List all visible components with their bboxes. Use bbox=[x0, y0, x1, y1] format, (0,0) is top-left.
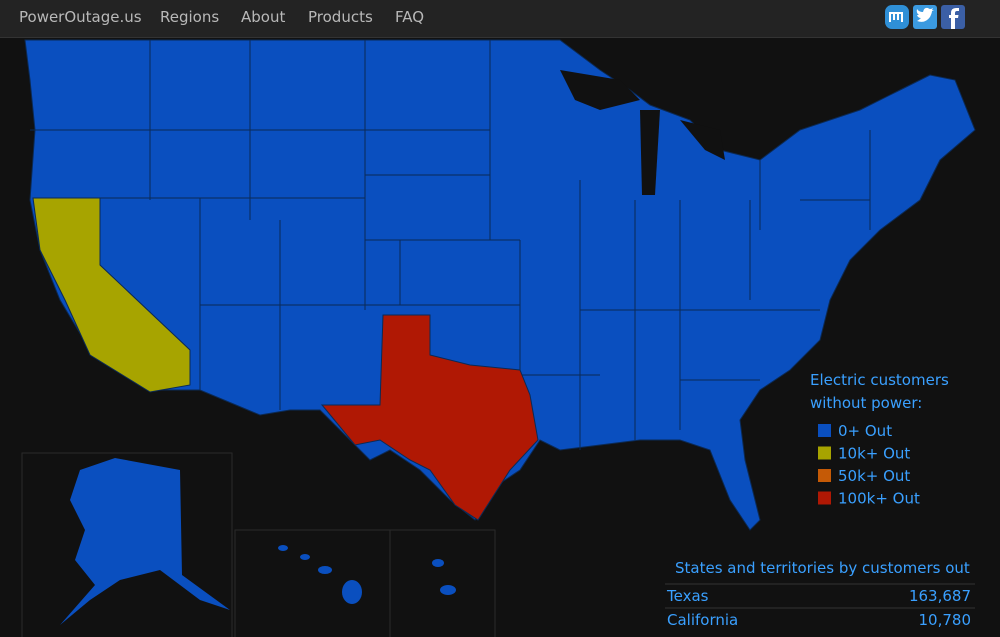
nav-link[interactable]: Regions bbox=[160, 8, 220, 26]
nav-link[interactable]: FAQ bbox=[395, 8, 425, 26]
navbar: PowerOutage.us Regions About Products FA… bbox=[0, 0, 1000, 38]
lake-superior bbox=[560, 70, 640, 110]
hawaii-inset bbox=[389, 529, 496, 637]
legend-swatch bbox=[818, 469, 831, 482]
legend-title: without power: bbox=[810, 394, 922, 412]
alaska[interactable] bbox=[60, 458, 230, 625]
table-title: States and territories by customers out bbox=[675, 559, 970, 577]
hawaii-inset bbox=[234, 529, 391, 637]
state-name: California bbox=[667, 611, 738, 629]
hawaii[interactable] bbox=[278, 545, 456, 604]
state-name: Texas bbox=[666, 587, 709, 605]
state-borders bbox=[30, 40, 871, 450]
lake-huron bbox=[680, 120, 725, 160]
lake-michigan bbox=[640, 110, 660, 195]
customers-out: 10,780 bbox=[919, 611, 972, 629]
outage-table: States and territories by customers out … bbox=[665, 559, 975, 629]
legend-swatch bbox=[818, 424, 831, 437]
legend-label: 0+ Out bbox=[838, 422, 892, 440]
legend-label: 50k+ Out bbox=[838, 467, 910, 485]
legend: Electric customers without power: 0+ Out… bbox=[810, 372, 949, 508]
legend-swatch bbox=[818, 491, 831, 505]
texas[interactable] bbox=[320, 314, 539, 521]
nav-link[interactable]: Products bbox=[308, 8, 373, 26]
alaska-inset bbox=[21, 452, 233, 637]
social-icons bbox=[885, 5, 965, 29]
legend-label: 100k+ Out bbox=[838, 490, 920, 508]
nav-link[interactable]: About bbox=[241, 8, 286, 26]
brand[interactable]: PowerOutage.us bbox=[19, 8, 142, 26]
map-area bbox=[21, 39, 976, 637]
california[interactable] bbox=[32, 197, 191, 393]
legend-label: 10k+ Out bbox=[838, 445, 910, 463]
legend-swatch bbox=[818, 446, 831, 460]
customers-out: 163,687 bbox=[909, 587, 971, 605]
legend-title: Electric customers bbox=[810, 372, 949, 389]
